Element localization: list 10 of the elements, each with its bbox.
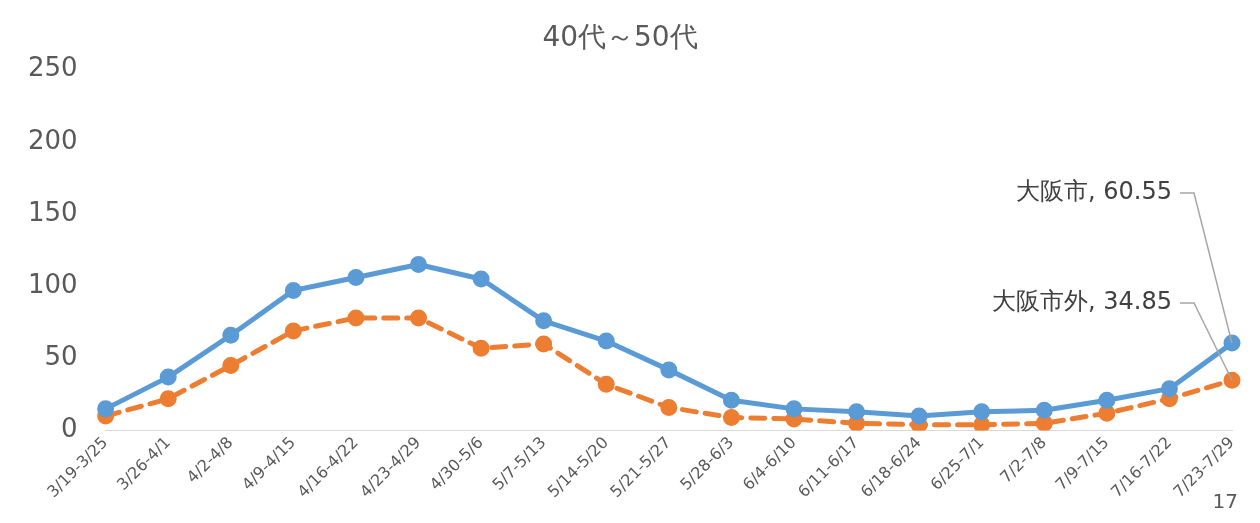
y-tick-label: 0 xyxy=(61,413,78,444)
data-label: 大阪市, 60.55 xyxy=(1016,177,1172,206)
data-label: 大阪市外, 34.85 xyxy=(992,287,1172,316)
y-tick-label: 150 xyxy=(27,196,78,227)
y-tick-label: 100 xyxy=(27,268,78,299)
y-tick-label: 200 xyxy=(27,124,78,155)
y-tick-label: 50 xyxy=(44,341,78,372)
y-tick-label: 250 xyxy=(27,52,78,83)
chart-title: 40代～50代 xyxy=(542,20,698,54)
text: 17 xyxy=(1212,489,1238,514)
